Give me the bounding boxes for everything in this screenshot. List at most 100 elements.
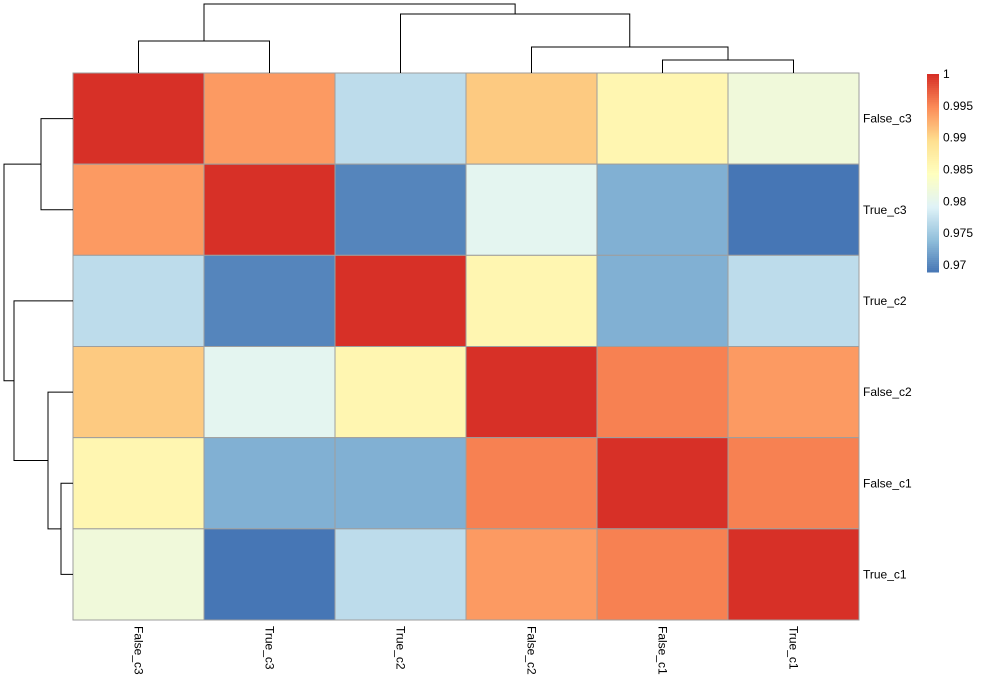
column-labels: False_c3 True_c3 True_c2 False_c2 False_c1 Tr… <box>132 626 801 675</box>
dendrogram-branch <box>138 40 270 73</box>
column-label: True_c2 <box>394 626 408 670</box>
dendrogram-branch <box>40 118 73 211</box>
legend-color-step <box>927 137 939 140</box>
legend-color-step <box>927 238 939 241</box>
legend-color-step <box>927 186 939 190</box>
legend-color-step <box>927 85 939 89</box>
heatmap-cell-False_c1-True_c3 <box>203 437 336 530</box>
legend-color-step <box>927 105 939 109</box>
heatmap-cell-True_c1-True_c3 <box>203 528 336 621</box>
legend-color-step <box>927 256 939 259</box>
row-label: False_c1 <box>863 476 912 490</box>
legend-color-step <box>927 155 939 158</box>
legend-color-step <box>927 178 939 182</box>
heatmap-cell-True_c2-True_c3 <box>203 254 336 347</box>
legend-color-step <box>927 161 939 164</box>
legend-color-step <box>927 97 939 101</box>
column-dendrogram <box>138 3 794 73</box>
heatmap-cell-False_c2-True_c2 <box>334 346 467 439</box>
legend-color-step <box>927 242 939 245</box>
legend-color-step <box>927 222 939 225</box>
color-legend: 0.97 0.975 0.98 0.985 0.99 0.995 1 <box>927 67 973 273</box>
column-label: True_c3 <box>263 626 277 670</box>
legend-color-step <box>927 165 939 168</box>
heatmap-cell-True_c2-True_c2 <box>334 254 467 347</box>
heatmap-cell-True_c1-False_c2 <box>465 528 598 621</box>
legend-color-step <box>927 220 939 223</box>
legend-color-step <box>927 167 939 170</box>
legend-color-step <box>927 123 939 126</box>
dendrogram-branch <box>13 300 73 461</box>
legend-color-step <box>927 202 939 206</box>
row-dendrogram <box>3 118 73 575</box>
row-label: False_c2 <box>863 385 912 399</box>
column-label: False_c3 <box>132 626 146 675</box>
heatmap-cell-True_c3-False_c1 <box>596 163 729 256</box>
row-label: True_c2 <box>863 294 907 308</box>
heatmap-cell-True_c3-False_c2 <box>465 163 598 256</box>
legend-color-step <box>927 135 939 138</box>
legend-color-step <box>927 75 939 79</box>
legend-tick-label: 0.98 <box>943 194 967 208</box>
heatmap-cell-False_c3-True_c2 <box>334 72 467 165</box>
legend-color-step <box>927 246 939 249</box>
heatmap-cell-True_c3-True_c1 <box>727 163 860 256</box>
legend-color-step <box>927 113 939 117</box>
legend-color-step <box>927 169 939 172</box>
legend-color-step <box>927 107 939 111</box>
legend-color-step <box>927 74 939 77</box>
legend-color-step <box>927 264 939 267</box>
dendrogram-branch <box>662 59 794 73</box>
heatmap-cell-True_c1-False_c3 <box>72 528 205 621</box>
legend-color-step <box>927 159 939 162</box>
heatmap-cell-False_c1-True_c1 <box>727 437 860 530</box>
column-label: False_c2 <box>525 626 539 675</box>
heatmap-cell-False_c2-False_c1 <box>596 346 729 439</box>
legend-color-step <box>927 182 939 186</box>
row-labels: False_c3 True_c3 True_c2 False_c2 False_c1 Tr… <box>863 112 912 582</box>
heatmap-cell-True_c3-True_c2 <box>334 163 467 256</box>
column-label: False_c1 <box>656 626 670 675</box>
legend-color-step <box>927 190 939 194</box>
legend-color-step <box>927 99 939 103</box>
legend-color-step <box>927 87 939 91</box>
legend-color-step <box>927 176 939 180</box>
legend-color-step <box>927 151 939 154</box>
legend-tick-label: 0.975 <box>943 226 973 240</box>
legend-color-step <box>927 109 939 113</box>
legend-color-step <box>927 240 939 243</box>
heatmap-cells <box>72 72 860 621</box>
legend-tick-label: 0.97 <box>943 258 967 272</box>
legend-color-step <box>927 93 939 97</box>
legend-color-step <box>927 180 939 184</box>
legend-color-step <box>927 244 939 247</box>
row-label: True_c3 <box>863 203 907 217</box>
heatmap-cell-True_c1-True_c2 <box>334 528 467 621</box>
legend-color-step <box>927 262 939 265</box>
legend-color-step <box>927 83 939 87</box>
legend-color-step <box>927 141 939 144</box>
heatmap-cell-True_c2-False_c2 <box>465 254 598 347</box>
heatmap-cell-False_c2-True_c3 <box>203 346 336 439</box>
legend-color-step <box>927 260 939 263</box>
legend-color-step <box>927 117 939 121</box>
heatmap-cell-False_c3-True_c3 <box>203 72 336 165</box>
legend-color-step <box>927 252 939 255</box>
heatmap-cell-True_c2-False_c1 <box>596 254 729 347</box>
legend-color-step <box>927 234 939 237</box>
legend-color-step <box>927 115 939 119</box>
legend-color-step <box>927 95 939 99</box>
legend-color-step <box>927 111 939 115</box>
legend-color-step <box>927 228 939 231</box>
heatmap-cell-True_c3-False_c3 <box>72 163 205 256</box>
legend-color-step <box>927 149 939 152</box>
heatmap-cell-False_c1-False_c3 <box>72 437 205 530</box>
legend-color-step <box>927 127 939 130</box>
heatmap-cell-False_c1-True_c2 <box>334 437 467 530</box>
legend-color-step <box>927 89 939 93</box>
legend-color-step <box>927 224 939 227</box>
legend-tick-label: 0.99 <box>943 131 967 145</box>
legend-color-step <box>927 119 939 123</box>
legend-color-step <box>927 139 939 142</box>
